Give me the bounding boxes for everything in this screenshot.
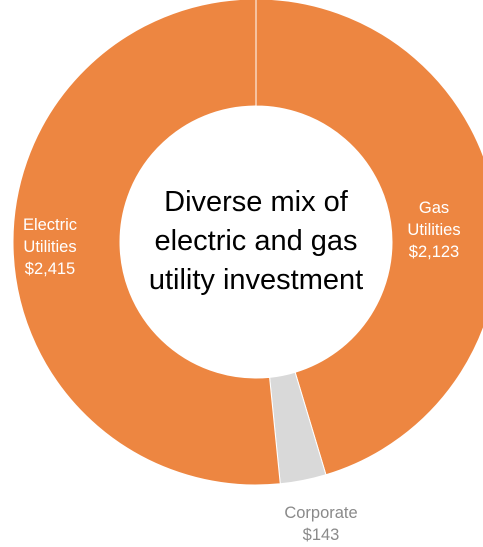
slice-label-corporate-line-1: Corporate <box>284 504 357 522</box>
donut-slice-gas-utilities <box>255 0 483 476</box>
center-title-line-3: utility investment <box>149 264 363 296</box>
center-title-line-2: electric and gas <box>154 225 357 257</box>
donut-slice-electric-utilities <box>12 0 281 486</box>
center-title: Diverse mix of electric and gas utility … <box>149 186 363 296</box>
slice-label-electric-utilities: Electric Utilities $2,415 <box>23 216 77 278</box>
slice-label-gas-utilities: Gas Utilities $2,123 <box>407 199 460 261</box>
slice-label-gas-line-1: Gas <box>419 199 449 217</box>
center-title-line-1: Diverse mix of <box>164 186 349 218</box>
slice-label-electric-line-2: Utilities <box>23 238 76 256</box>
slice-label-gas-line-2: Utilities <box>407 221 460 239</box>
slice-value-gas: $2,123 <box>409 243 459 261</box>
slice-value-corporate: $143 <box>303 526 340 544</box>
donut-slices <box>12 0 483 486</box>
slice-label-corporate: Corporate $143 <box>284 504 357 544</box>
slice-label-electric-line-1: Electric <box>23 216 77 234</box>
slice-value-electric: $2,415 <box>25 260 75 278</box>
